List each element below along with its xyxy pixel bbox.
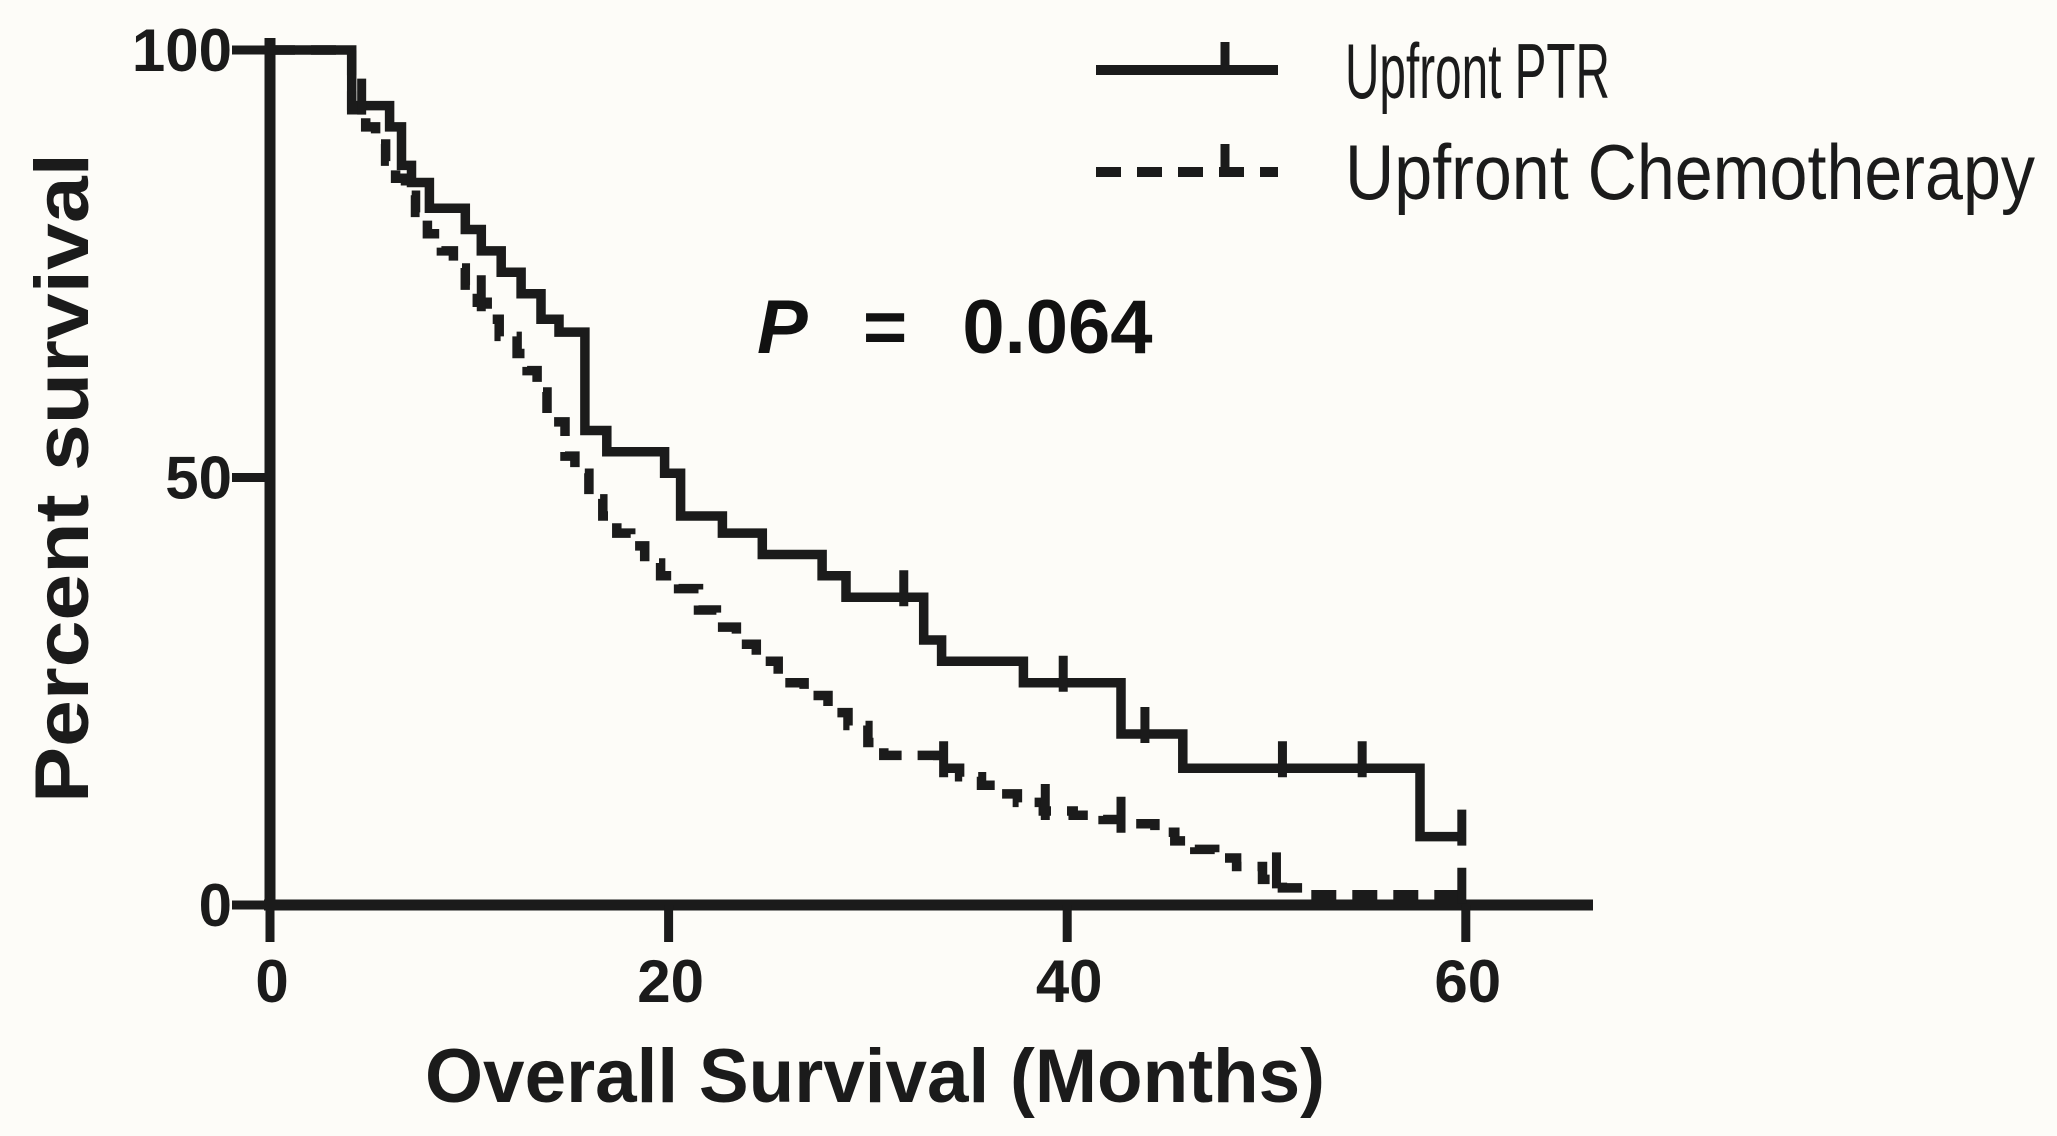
legend-label-upfront-chemotherapy: Upfront Chemotherapy: [1345, 128, 2035, 216]
y-tick-label: 0: [199, 872, 232, 939]
x-tick-label: 40: [1036, 948, 1103, 1015]
x-tick-label: 20: [637, 948, 704, 1015]
axes: [232, 38, 1593, 942]
p-value-annotation: P = 0.064: [757, 285, 1153, 370]
tick-labels: 0 50 100 0 20 40 60: [132, 17, 1501, 1015]
p-symbol: P: [757, 285, 808, 370]
p-equals: =: [863, 285, 907, 370]
x-tick-label: 60: [1434, 948, 1501, 1015]
survival-curves: [270, 45, 1467, 904]
x-tick-label: 0: [255, 948, 288, 1015]
y-tick-label: 100: [132, 17, 232, 84]
y-tick-label: 50: [165, 445, 232, 512]
y-axis-title: Percent survival: [20, 153, 105, 803]
censor-ticks-upfront-ptr: [357, 78, 1467, 846]
x-axis-title: Overall Survival (Months): [425, 1034, 1325, 1119]
curve-upfront-chemotherapy: [270, 45, 1462, 900]
legend-key-samples: [1096, 42, 1278, 177]
legend-label-upfront-ptr: Upfront PTR: [1345, 27, 1610, 115]
curve-upfront-ptr: [270, 45, 1462, 842]
p-number: 0.064: [962, 285, 1152, 370]
legend: Upfront PTR Upfront Chemotherapy: [1096, 27, 2035, 216]
censor-ticks-upfront-chemotherapy: [476, 275, 1467, 904]
